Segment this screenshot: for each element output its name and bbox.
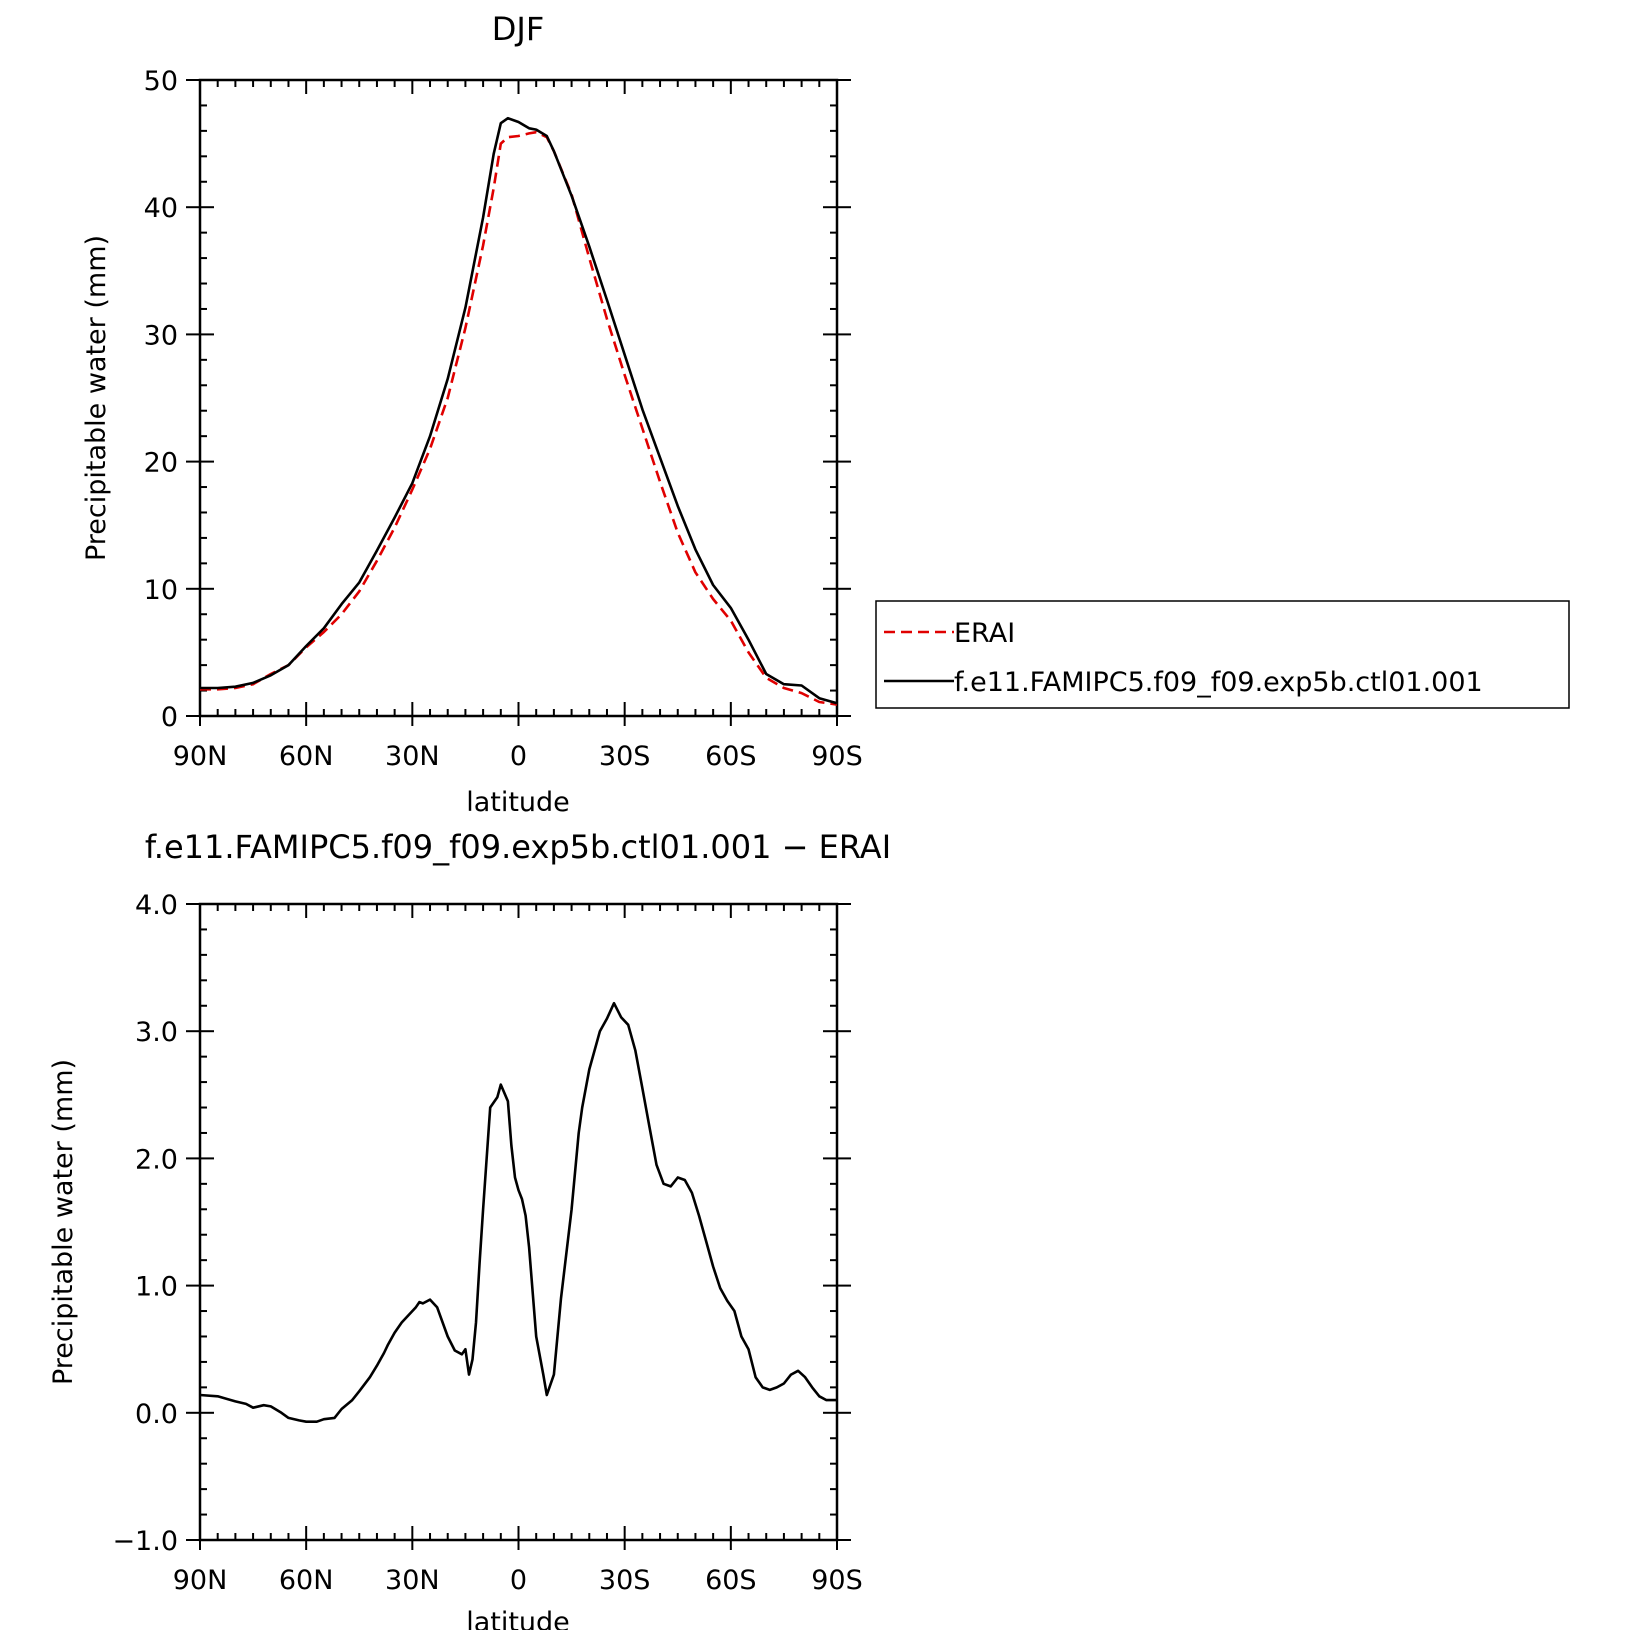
series-line-erai xyxy=(200,130,838,706)
legend-model-label: f.e11.FAMIPC5.f09_f09.exp5b.ctl01.001 xyxy=(954,667,1483,698)
series-line-model xyxy=(200,116,838,705)
top-y-tick-labels: 0 10 20 30 40 50 xyxy=(144,66,178,733)
y-tick-label: 30 xyxy=(144,320,178,351)
x-tick-label: 60N xyxy=(279,1565,334,1596)
y-tick-label: 0.0 xyxy=(135,1399,178,1430)
y-tick-label: 0 xyxy=(161,702,178,733)
bottom-y-tick-labels: −1.0 0.0 1.0 2.0 3.0 4.0 xyxy=(112,890,178,1557)
x-tick-label: 60N xyxy=(279,741,334,772)
series-line-model xyxy=(199,1001,837,1423)
x-tick-label: 30N xyxy=(385,741,440,772)
top-chart-title: DJF xyxy=(492,10,544,48)
bottom-plot-frame xyxy=(198,902,839,1542)
y-tick-label: 20 xyxy=(144,448,178,479)
x-tick-label: 90N xyxy=(173,741,228,772)
y-tick-label: 50 xyxy=(144,66,178,97)
bottom-x-axis-label: latitude xyxy=(466,1607,570,1630)
top-x-axis-label: latitude xyxy=(466,787,570,818)
x-tick-label: 30S xyxy=(599,741,651,772)
legend-erai-label: ERAI xyxy=(954,618,1015,649)
y-tick-label: 40 xyxy=(144,193,178,224)
top-panel-djf: DJF 90N 60N 30N 0 30S 60S 90S 0 10 20 30 40 50 lati… xyxy=(81,10,863,818)
bottom-x-tick-labels: 90N 60N 30N 0 30S 60S 90S xyxy=(173,1565,863,1596)
bottom-series-lines xyxy=(199,1001,837,1423)
bottom-panel-difference: f.e11.FAMIPC5.f09_f09.exp5b.ctl01.001 − … xyxy=(48,828,891,1630)
bottom-y-axis-label: Precipitable water (mm) xyxy=(48,1059,79,1385)
x-tick-label: 30S xyxy=(599,1565,651,1596)
x-tick-label: 60S xyxy=(705,741,757,772)
y-tick-label: 2.0 xyxy=(135,1144,178,1175)
y-tick-label: −1.0 xyxy=(112,1526,178,1557)
x-tick-label: 0 xyxy=(510,741,527,772)
y-tick-label: 4.0 xyxy=(135,890,178,921)
top-series-lines xyxy=(200,116,838,706)
x-tick-label: 30N xyxy=(385,1565,440,1596)
top-y-axis-label: Precipitable water (mm) xyxy=(81,235,112,561)
top-axis-ticks xyxy=(186,79,851,726)
bottom-chart-title: f.e11.FAMIPC5.f09_f09.exp5b.ctl01.001 − … xyxy=(145,828,891,866)
legend: ERAI f.e11.FAMIPC5.f09_f09.exp5b.ctl01.0… xyxy=(875,600,1570,709)
y-tick-label: 1.0 xyxy=(135,1272,178,1303)
y-tick-label: 10 xyxy=(144,575,178,606)
x-tick-label: 0 xyxy=(510,1565,527,1596)
x-tick-label: 90S xyxy=(811,741,863,772)
bottom-axis-ticks xyxy=(186,903,851,1550)
legend-box xyxy=(875,600,1570,709)
x-tick-label: 90N xyxy=(173,1565,228,1596)
x-tick-label: 90S xyxy=(811,1565,863,1596)
top-plot-frame xyxy=(198,78,839,718)
top-x-tick-labels: 90N 60N 30N 0 30S 60S 90S xyxy=(173,741,863,772)
x-tick-label: 60S xyxy=(705,1565,757,1596)
y-tick-label: 3.0 xyxy=(135,1017,178,1048)
